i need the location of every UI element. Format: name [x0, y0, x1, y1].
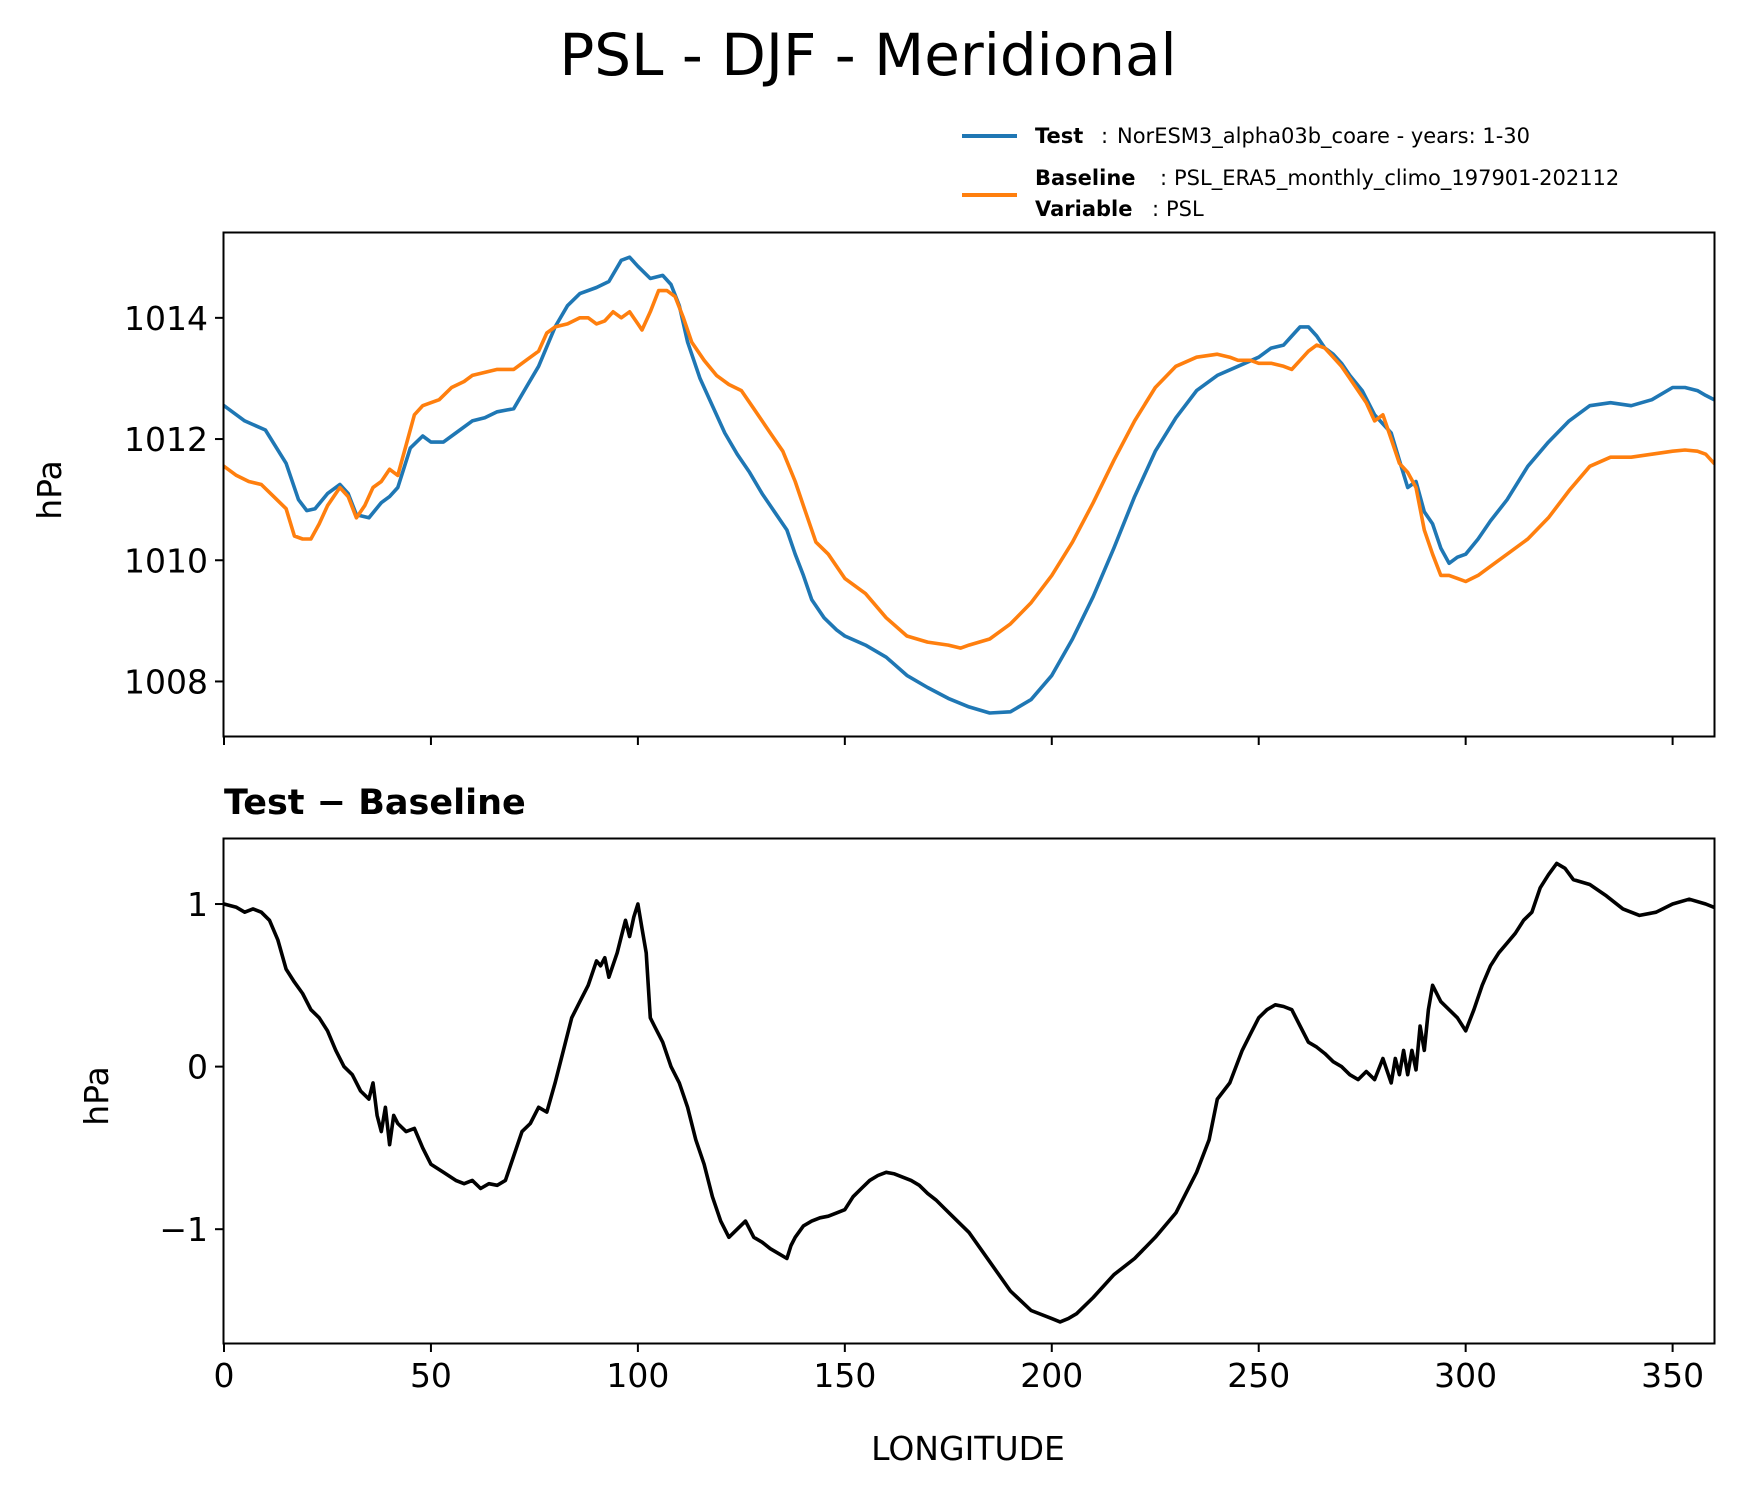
y-tick-label: 1012	[124, 420, 208, 459]
bottom-x-ticks: 0 50 100 150 200 250 300 350	[214, 1343, 1704, 1395]
top-panel-frame	[222, 231, 1716, 738]
series-line-baseline	[224, 288, 1714, 650]
chart-title: PSL - DJF - Meridional	[559, 21, 1176, 89]
x-tick-label: 300	[1434, 1356, 1497, 1395]
legend-test-separator: :	[1101, 124, 1108, 148]
x-tick-label: 0	[214, 1356, 235, 1395]
bottom-panel-frame	[222, 837, 1716, 1345]
bottom-y-ticks: 1 0 −1	[159, 885, 224, 1249]
top-x-ticks	[223, 736, 1674, 745]
legend: Test : NorESM3_alpha03b_coare - years: 1…	[962, 124, 1619, 221]
legend-variable-separator: :	[1152, 197, 1159, 221]
legend-baseline-separator: :	[1160, 166, 1167, 190]
x-tick-label: 200	[1020, 1356, 1083, 1395]
legend-baseline-label: Baseline	[1035, 166, 1136, 190]
y-tick-label: 1010	[124, 541, 208, 580]
x-tick-label: 250	[1227, 1356, 1290, 1395]
top-series-group	[224, 255, 1714, 715]
y-tick-label: 1	[187, 885, 208, 924]
legend-test-label: Test	[1035, 124, 1083, 148]
top-panel: 1008 1010 1012 1014 hPa	[30, 231, 1716, 745]
bottom-series-group	[224, 861, 1714, 1324]
series-line-test	[224, 255, 1714, 715]
top-ylabel: hPa	[30, 460, 69, 520]
bottom-panel-title: Test − Baseline	[224, 783, 526, 823]
series-line-test-baseline	[224, 861, 1714, 1324]
legend-variable-value: PSL	[1166, 197, 1204, 221]
y-tick-label: 0	[187, 1048, 208, 1087]
x-tick-label: 350	[1641, 1356, 1704, 1395]
legend-variable-label: Variable	[1035, 197, 1132, 221]
top-y-ticks: 1008 1010 1012 1014	[124, 299, 224, 701]
y-tick-label: −1	[159, 1210, 208, 1249]
bottom-panel: 1 0 −1 0 50 100 150 200 250 300 350 hPa LONGITUDE	[77, 837, 1716, 1468]
y-tick-label: 1008	[124, 662, 208, 701]
x-tick-label: 50	[410, 1356, 452, 1395]
x-tick-label: 150	[813, 1356, 876, 1395]
x-axis-label: LONGITUDE	[871, 1429, 1065, 1468]
y-tick-label: 1014	[124, 299, 208, 338]
legend-test-value: NorESM3_alpha03b_coare - years: 1-30	[1117, 124, 1530, 149]
bottom-ylabel: hPa	[77, 1066, 116, 1126]
legend-baseline-value: PSL_ERA5_monthly_climo_197901-202112	[1174, 166, 1619, 191]
x-tick-label: 100	[606, 1356, 669, 1395]
